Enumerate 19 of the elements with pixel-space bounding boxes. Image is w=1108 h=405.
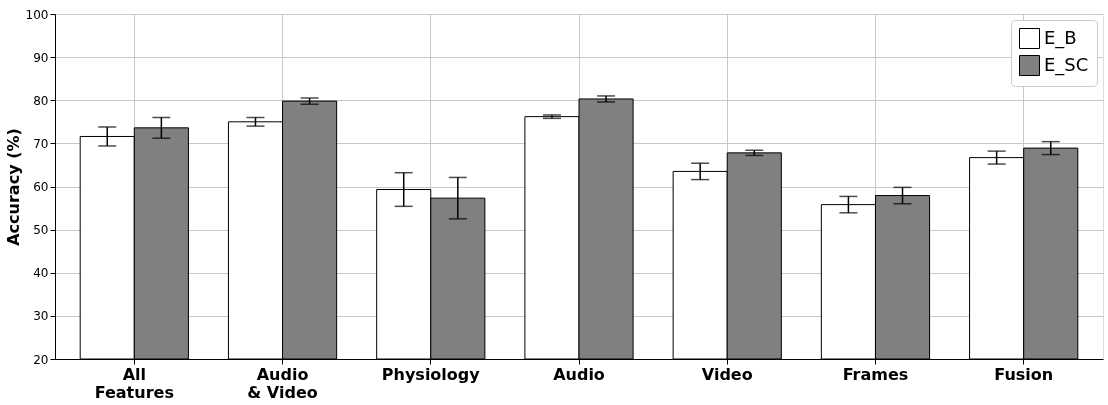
y-tick-label: 20 bbox=[33, 352, 49, 367]
x-tick-label: Fusion bbox=[994, 364, 1054, 384]
y-axis-title: Accuracy (%) bbox=[3, 128, 23, 246]
y-tick-label: 80 bbox=[33, 93, 49, 108]
y-tick-label: 70 bbox=[33, 136, 49, 151]
x-tick-label: Video bbox=[701, 364, 753, 384]
y-tick-label: 30 bbox=[33, 309, 49, 324]
y-tick-label: 90 bbox=[33, 50, 49, 65]
y-tick-label: 40 bbox=[33, 266, 49, 281]
legend-label: E_SC bbox=[1044, 53, 1089, 76]
x-tick-label: Audio & Video bbox=[247, 364, 318, 402]
legend-label: E_B bbox=[1044, 26, 1077, 49]
x-tick-label: Physiology bbox=[381, 364, 481, 384]
y-tick-label: 50 bbox=[33, 223, 49, 238]
x-tick-label: Frames bbox=[842, 364, 909, 384]
y-tick-label: 100 bbox=[25, 7, 49, 22]
y-tick-label: 60 bbox=[33, 180, 49, 194]
x-tick-label: Audio bbox=[553, 364, 605, 384]
x-tick-label: All Features bbox=[94, 364, 174, 402]
